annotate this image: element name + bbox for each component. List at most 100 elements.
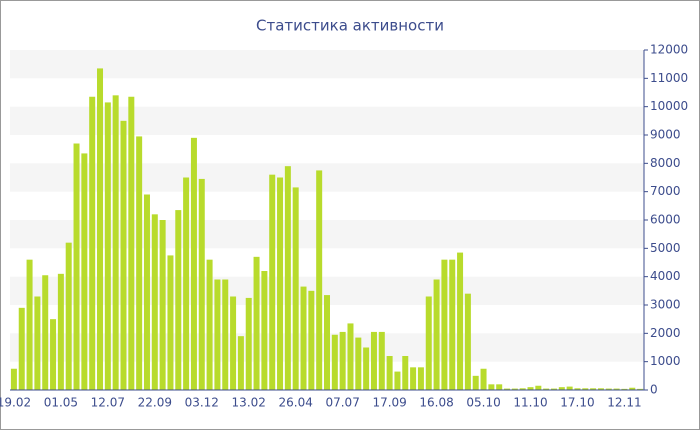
- x-tick-label: 11.10: [513, 396, 547, 410]
- x-tick-label: 12.11: [607, 396, 641, 410]
- bar: [128, 96, 135, 390]
- bar: [590, 388, 597, 390]
- bar: [175, 210, 182, 390]
- bar: [151, 214, 158, 390]
- bar: [558, 387, 565, 390]
- bar: [206, 259, 213, 390]
- bar: [34, 296, 41, 390]
- bar: [73, 143, 80, 390]
- bar: [167, 255, 174, 390]
- x-tick-label: 17.09: [372, 396, 406, 410]
- bar: [10, 368, 17, 390]
- bar: [386, 356, 393, 390]
- bar: [42, 275, 49, 390]
- bar: [504, 388, 511, 390]
- bar: [339, 331, 346, 390]
- bar: [143, 194, 150, 390]
- bar: [26, 259, 33, 390]
- bar: [57, 273, 64, 390]
- bar: [183, 177, 190, 390]
- bar: [292, 187, 299, 390]
- bar: [457, 252, 464, 390]
- bar: [230, 296, 237, 390]
- x-tick-label: 13.02: [232, 396, 266, 410]
- grid-band: [10, 50, 644, 79]
- bar: [464, 293, 471, 390]
- bar: [550, 388, 557, 390]
- bar: [605, 388, 612, 390]
- bar: [535, 385, 542, 390]
- bar: [597, 388, 604, 390]
- bar: [441, 259, 448, 390]
- bar: [50, 319, 57, 390]
- bar: [480, 368, 487, 390]
- bar: [370, 331, 377, 390]
- bar: [425, 296, 432, 390]
- bar: [190, 137, 197, 390]
- bar: [308, 290, 315, 390]
- bar: [269, 174, 276, 390]
- bar: [104, 102, 111, 391]
- bar: [300, 286, 307, 390]
- bar: [347, 323, 354, 390]
- bar: [488, 384, 495, 390]
- bar: [214, 279, 221, 390]
- bar: [120, 120, 127, 390]
- bar: [378, 331, 385, 390]
- bar: [136, 136, 143, 390]
- bar: [18, 307, 25, 390]
- bar: [89, 96, 96, 390]
- bar: [519, 388, 526, 390]
- bar: [261, 271, 268, 390]
- x-tick-label: 07.07: [325, 396, 359, 410]
- bar: [331, 334, 338, 390]
- bar: [355, 337, 362, 390]
- bar: [433, 279, 440, 390]
- y-tick-label: 6000: [650, 213, 681, 227]
- bar: [543, 388, 550, 390]
- x-tick-label: 16.08: [419, 396, 453, 410]
- bar: [410, 367, 417, 390]
- bar: [324, 295, 330, 390]
- bar: [198, 178, 205, 390]
- y-tick-label: 0: [650, 383, 658, 397]
- bar: [629, 387, 636, 390]
- bar: [81, 153, 88, 390]
- bar: [284, 166, 291, 390]
- bar: [527, 387, 534, 390]
- chart-title: Статистика активности: [256, 17, 444, 35]
- x-tick-label: 26.04: [279, 396, 313, 410]
- bar: [237, 336, 244, 390]
- bar: [316, 170, 323, 390]
- y-tick-label: 2000: [650, 326, 681, 340]
- bar: [637, 388, 644, 390]
- bar: [496, 384, 503, 390]
- y-tick-label: 11000: [650, 71, 688, 85]
- bar: [472, 375, 479, 390]
- x-tick-label: 17.10: [560, 396, 594, 410]
- bar: [621, 388, 628, 390]
- bar: [65, 242, 72, 390]
- x-tick-label: 12.07: [91, 396, 125, 410]
- x-tick-label: 19.02: [0, 396, 31, 410]
- bar: [613, 388, 620, 390]
- bar: [159, 220, 166, 390]
- bar: [417, 367, 424, 390]
- y-tick-label: 4000: [650, 269, 681, 283]
- bar: [449, 259, 456, 390]
- y-tick-label: 9000: [650, 128, 681, 142]
- bar: [277, 177, 284, 390]
- bar: [402, 356, 409, 390]
- y-tick-label: 8000: [650, 156, 681, 170]
- bar: [363, 347, 370, 390]
- bar: [97, 68, 104, 391]
- x-tick-label: 05.10: [466, 396, 500, 410]
- y-tick-label: 1000: [650, 354, 681, 368]
- bar: [112, 95, 119, 390]
- bar: [222, 279, 229, 390]
- bar: [394, 371, 401, 390]
- bar: [245, 297, 252, 390]
- y-tick-label: 10000: [650, 99, 688, 113]
- y-tick-label: 12000: [650, 43, 688, 57]
- x-tick-label: 03.12: [185, 396, 219, 410]
